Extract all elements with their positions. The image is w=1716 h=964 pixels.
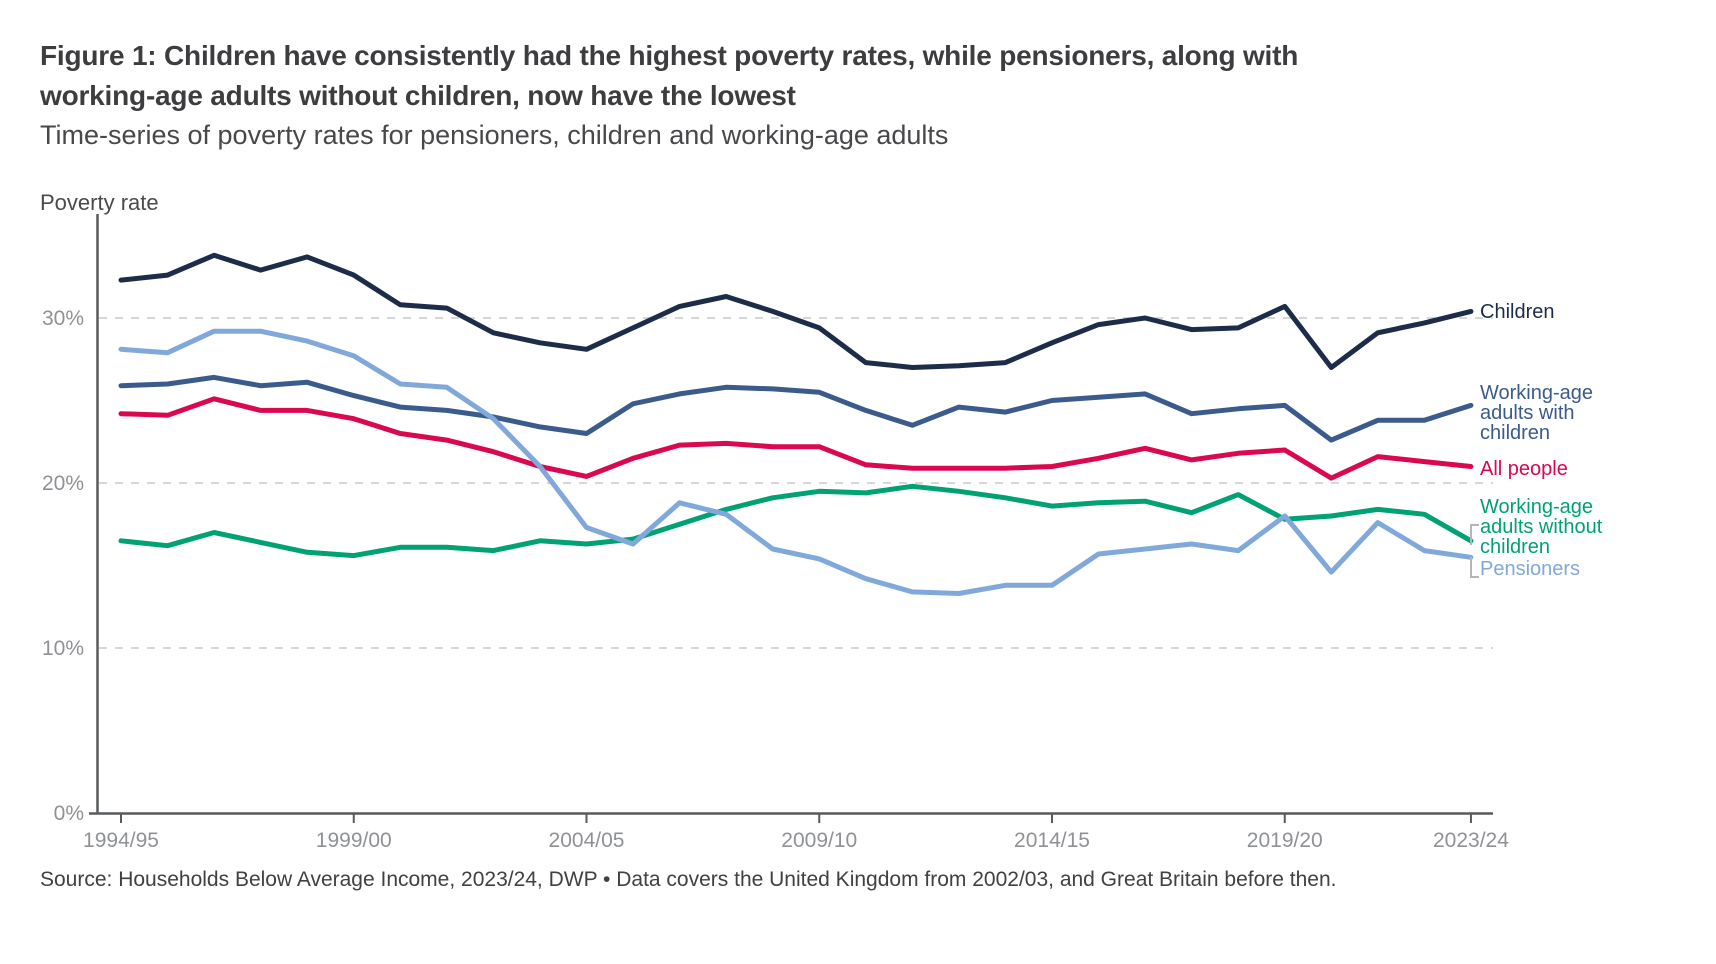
x-tick-label: 2019/20 bbox=[1247, 829, 1323, 852]
y-tick-label: 0% bbox=[54, 802, 84, 825]
y-tick-label: 30% bbox=[42, 307, 84, 330]
series-label-all-people: All people bbox=[1480, 458, 1568, 480]
x-tick-label: 2023/24 bbox=[1433, 829, 1509, 852]
line-children bbox=[118, 252, 1474, 370]
y-axis-title: Poverty rate bbox=[40, 190, 159, 215]
series-label-working-age-adults-without-children: Working-age adults without children bbox=[1480, 496, 1603, 558]
x-tick-label: 2014/15 bbox=[1014, 829, 1090, 852]
figure-subtitle: Time-series of poverty rates for pension… bbox=[40, 120, 949, 150]
y-tick-label: 20% bbox=[42, 472, 84, 495]
series-label-children: Children bbox=[1480, 301, 1555, 323]
line-working-age-adults-with-children bbox=[118, 374, 1474, 443]
series-label-working-age-adults-with-children: Working-age adults with children bbox=[1480, 382, 1594, 444]
bracket-mark-pensioners bbox=[1470, 557, 1479, 578]
figure-title: Figure 1: Children have consistently had… bbox=[40, 36, 1298, 116]
series-label-pensioners: Pensioners bbox=[1480, 558, 1581, 580]
y-tick-label: 10% bbox=[42, 637, 84, 660]
bracket-mark-working-age-without-children bbox=[1470, 524, 1479, 545]
x-tick-label: 1994/95 bbox=[83, 829, 159, 852]
line-all-people bbox=[118, 396, 1474, 481]
x-tick-label: 1999/00 bbox=[316, 829, 392, 852]
source-note: Source: Households Below Average Income,… bbox=[40, 868, 1337, 891]
figure-title-line1: Figure 1: Children have consistently had… bbox=[40, 40, 1299, 71]
x-tick-label: 2004/05 bbox=[549, 829, 625, 852]
line-pensioners bbox=[118, 328, 1474, 596]
figure-title-line2: working-age adults without children, now… bbox=[40, 80, 796, 111]
line-working-age-adults-without-children bbox=[118, 483, 1474, 559]
x-tick-label: 2009/10 bbox=[781, 829, 857, 852]
